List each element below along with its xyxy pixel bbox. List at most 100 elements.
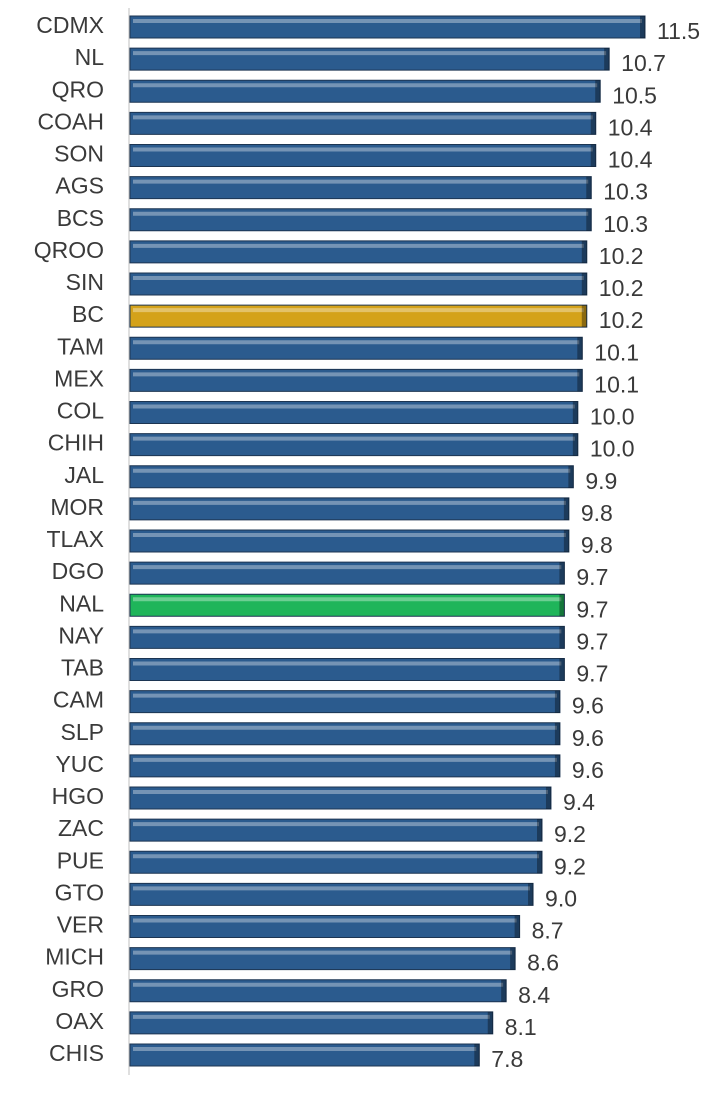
bar-shine bbox=[133, 340, 580, 345]
bar-end bbox=[586, 176, 592, 199]
bar-end bbox=[595, 80, 601, 103]
bar-end bbox=[640, 16, 645, 38]
bar bbox=[129, 497, 570, 521]
bar-shine bbox=[133, 83, 598, 88]
bar-end bbox=[590, 144, 596, 167]
value-label: 10.4 bbox=[608, 147, 653, 173]
bar bbox=[129, 208, 592, 232]
bar bbox=[129, 15, 646, 39]
category-label: CAM bbox=[53, 687, 104, 713]
value-label: 9.9 bbox=[585, 468, 617, 494]
bar bbox=[129, 1043, 480, 1067]
category-label: NAY bbox=[58, 622, 104, 648]
value-label: 7.8 bbox=[491, 1046, 523, 1072]
value-label: 9.2 bbox=[554, 821, 586, 847]
bar bbox=[129, 401, 579, 424]
bar bbox=[129, 79, 601, 103]
bar-shine bbox=[133, 436, 575, 441]
bar bbox=[129, 336, 583, 360]
category-label: NL bbox=[75, 44, 105, 70]
value-label: 10.2 bbox=[599, 243, 644, 269]
bar-end bbox=[572, 401, 578, 424]
bar-end bbox=[545, 787, 551, 809]
bar-shine bbox=[133, 308, 584, 313]
bar-shine bbox=[133, 918, 517, 923]
category-label: AGS bbox=[55, 173, 104, 199]
category-label: HGO bbox=[52, 783, 104, 809]
bar bbox=[129, 1011, 494, 1035]
category-label: TAM bbox=[57, 333, 104, 359]
bar-shine bbox=[133, 661, 562, 666]
bar bbox=[129, 818, 543, 842]
category-label: NAL bbox=[59, 590, 104, 616]
bar bbox=[129, 754, 561, 778]
bar-shine bbox=[133, 950, 513, 955]
bar-end bbox=[563, 497, 569, 520]
bar bbox=[129, 786, 552, 810]
bar-end bbox=[559, 658, 565, 681]
value-label: 8.6 bbox=[527, 950, 559, 976]
bar-shine bbox=[133, 276, 584, 280]
category-label: CHIS bbox=[49, 1040, 104, 1066]
bar-end bbox=[581, 240, 587, 263]
bar-end bbox=[563, 530, 569, 552]
category-label: QRO bbox=[52, 76, 104, 102]
bar-end bbox=[590, 112, 596, 135]
category-label: OAX bbox=[55, 1008, 104, 1034]
bar-end bbox=[577, 369, 583, 392]
bar-shine bbox=[133, 211, 589, 216]
bar-shine bbox=[133, 115, 593, 120]
bar-shine bbox=[133, 565, 562, 570]
bar bbox=[129, 176, 592, 200]
bar-shine bbox=[133, 19, 642, 23]
value-label: 10.2 bbox=[599, 275, 644, 301]
bar-shine bbox=[133, 147, 593, 152]
bar-shine bbox=[133, 982, 504, 987]
value-label: 9.6 bbox=[572, 757, 604, 783]
category-label: BCS bbox=[57, 205, 104, 231]
category-label: JAL bbox=[64, 462, 104, 488]
value-label: 10.1 bbox=[594, 371, 639, 397]
category-label: CDMX bbox=[36, 12, 104, 38]
bar-end bbox=[554, 722, 560, 745]
bar-shine bbox=[133, 757, 557, 762]
bar bbox=[129, 561, 565, 585]
category-label: DGO bbox=[52, 558, 104, 584]
bar bbox=[129, 593, 565, 617]
bar-shine bbox=[133, 790, 548, 794]
category-label: CHIH bbox=[48, 430, 104, 456]
category-label: TLAX bbox=[46, 526, 104, 552]
bar bbox=[129, 625, 565, 649]
value-label: 9.6 bbox=[572, 693, 604, 719]
bar-shine bbox=[133, 854, 539, 859]
category-label: COL bbox=[57, 398, 105, 424]
bar-shine bbox=[133, 886, 531, 891]
bar-end bbox=[581, 305, 587, 328]
bar bbox=[129, 722, 561, 746]
bar-shine bbox=[133, 693, 557, 698]
category-label: GTO bbox=[55, 879, 104, 905]
category-label: QROO bbox=[34, 237, 104, 263]
bar bbox=[129, 368, 583, 392]
bar-end bbox=[554, 690, 560, 713]
category-label: SON bbox=[54, 141, 104, 167]
bar-shine bbox=[133, 1014, 490, 1019]
value-label: 9.4 bbox=[563, 789, 595, 815]
bar-end bbox=[581, 273, 587, 295]
category-label: BC bbox=[72, 301, 104, 327]
category-label: SLP bbox=[61, 719, 104, 745]
category-label: TAB bbox=[61, 655, 104, 681]
value-label: 10.5 bbox=[612, 82, 657, 108]
bar-shine bbox=[133, 725, 557, 730]
value-label: 8.4 bbox=[518, 982, 550, 1008]
bar-end bbox=[559, 562, 565, 585]
bar bbox=[129, 529, 570, 553]
bar-shine bbox=[133, 51, 607, 56]
bar bbox=[129, 658, 565, 681]
value-label: 9.6 bbox=[572, 725, 604, 751]
value-label: 10.1 bbox=[594, 339, 639, 365]
bar bbox=[129, 304, 588, 328]
bar-shine bbox=[133, 404, 575, 409]
value-label: 10.0 bbox=[590, 404, 635, 430]
